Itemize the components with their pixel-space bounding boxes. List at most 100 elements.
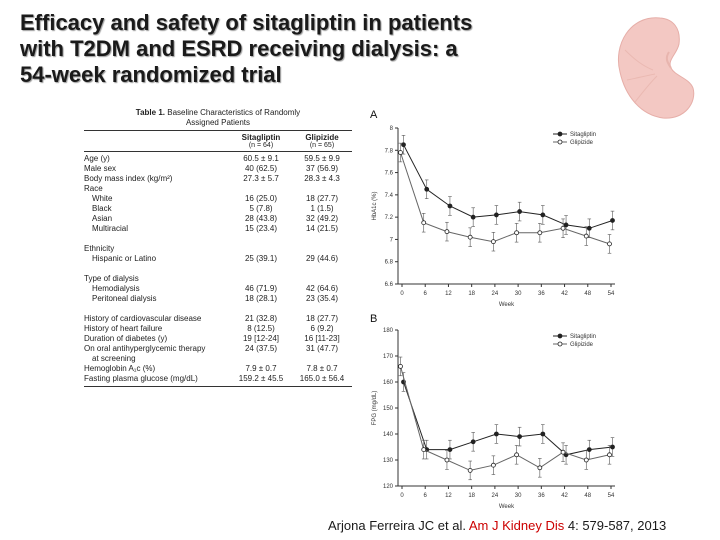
- y-axis-label: FPG (mg/dL): [372, 391, 378, 426]
- table-cell-sitagliptin: 24 (37.5): [244, 344, 278, 353]
- citation: Arjona Ferreira JC et al. Am J Kidney Di…: [328, 518, 666, 533]
- data-point-sitagliptin: [401, 142, 406, 148]
- table-row-label: [84, 264, 230, 274]
- title-line-1: Efficacy and safety of sitagliptin in pa…: [20, 10, 473, 35]
- table-row-label: Male sex: [84, 164, 117, 173]
- table-cell-sitagliptin: [230, 234, 292, 244]
- data-point-glipizide: [421, 220, 427, 226]
- legend-label: Sitagliptin: [570, 334, 596, 340]
- series-line-sitagliptin: [403, 144, 613, 229]
- table-row-label: Body mass index (kg/m²): [84, 174, 173, 183]
- table-cell-glipizide: [292, 354, 352, 364]
- table-cell-sitagliptin: 25 (39.1): [244, 254, 278, 263]
- table-row: Hemodialysis 46 (71.9) 42 (64.6): [84, 284, 352, 294]
- x-tick-label: 54: [608, 291, 615, 297]
- x-tick-label: 18: [468, 291, 475, 297]
- table-cell-glipizide: 42 (64.6): [305, 284, 339, 293]
- table-row: History of heart failure 8 (12.5) 6 (9.2): [84, 324, 352, 334]
- table-cell-sitagliptin: [230, 304, 292, 314]
- legend-marker: [557, 131, 563, 137]
- table-row-label: History of heart failure: [84, 324, 163, 333]
- data-point-glipizide: [490, 462, 496, 468]
- table-cell-sitagliptin: [230, 244, 292, 254]
- table-cell-sitagliptin: [230, 354, 292, 364]
- table-cell-sitagliptin: 7.9 ± 0.7: [245, 364, 277, 373]
- x-tick-label: 42: [561, 291, 568, 297]
- data-point-sitagliptin: [586, 225, 592, 231]
- table-cell-glipizide: 32 (49.2): [305, 214, 339, 223]
- table-cell-glipizide: 7.8 ± 0.7: [306, 364, 338, 373]
- table-row: Body mass index (kg/m²) 27.3 ± 5.7 28.3 ± …: [84, 174, 352, 184]
- table-row: Race: [84, 184, 352, 194]
- y-tick-label: 160: [383, 380, 394, 386]
- table-cell-sitagliptin: [230, 274, 292, 284]
- table-cell-glipizide: [292, 274, 352, 284]
- data-point-sitagliptin: [447, 203, 453, 209]
- data-point-glipizide: [467, 234, 473, 240]
- y-tick-label: 180: [383, 328, 394, 334]
- data-point-glipizide: [537, 465, 543, 471]
- table-caption-number: Table 1.: [135, 108, 165, 117]
- x-tick-label: 42: [561, 493, 568, 499]
- title-line-2: with T2DM and ESRD receiving dialysis: a: [20, 36, 458, 61]
- data-point-sitagliptin: [470, 214, 476, 220]
- table-col-glipizide: Glipizide: [305, 133, 339, 142]
- table-row: [84, 264, 352, 274]
- table-cell-sitagliptin: 159.2 ± 45.5: [238, 374, 284, 383]
- hba1c-fpg-charts: A 6.6 6.8 7 7.2 7.4 7.6 7.8 8 0 6 12 18 24 30 36 42 48 54 W…: [370, 109, 615, 510]
- table-cell-glipizide: [292, 264, 352, 274]
- data-point-glipizide: [607, 452, 612, 458]
- y-axis-label: HbA1c (%): [372, 191, 378, 220]
- table-cell-sitagliptin: 8 (12.5): [247, 324, 275, 333]
- x-tick-label: 6: [424, 493, 428, 499]
- table-row-label: at screening: [92, 354, 136, 363]
- table-row: Age (y) 60.5 ± 9.1 59.5 ± 9.9: [84, 154, 352, 164]
- panel-label: B: [370, 313, 377, 325]
- x-tick-label: 36: [538, 291, 545, 297]
- data-point-sitagliptin: [517, 434, 523, 440]
- table-cell-glipizide: 59.5 ± 9.9: [304, 154, 340, 163]
- series-line-sitagliptin: [403, 381, 613, 456]
- table-cell-sitagliptin: 40 (62.5): [244, 164, 278, 173]
- data-point-glipizide: [398, 363, 403, 369]
- y-tick-label: 8: [390, 126, 394, 132]
- table-row: Duration of diabetes (y) 19 [12-24] 16 [11…: [84, 334, 352, 344]
- table-row-label: Black: [92, 204, 112, 213]
- table-row-label: White: [92, 194, 113, 203]
- table-body: Age (y) 60.5 ± 9.1 59.5 ± 9.9 Male sex 40 (6…: [84, 154, 352, 384]
- x-tick-label: 36: [538, 493, 545, 499]
- table-row-label: Fasting plasma glucose (mg/dL): [84, 374, 198, 383]
- table-row: White 16 (25.0) 18 (27.7): [84, 194, 352, 204]
- table-row-label: Hemodialysis: [92, 284, 140, 293]
- data-point-sitagliptin: [540, 431, 546, 437]
- x-axis-label: Week: [499, 302, 515, 308]
- table-rule-mid: [84, 151, 352, 152]
- table-row: Asian 28 (43.8) 32 (49.2): [84, 214, 352, 224]
- table-rule-bottom: [84, 386, 352, 387]
- x-tick-label: 30: [515, 291, 522, 297]
- y-tick-label: 7.2: [385, 215, 394, 221]
- data-point-glipizide: [583, 457, 589, 463]
- data-point-glipizide: [607, 241, 612, 247]
- y-tick-label: 130: [383, 458, 394, 464]
- data-point-glipizide: [398, 150, 403, 155]
- table-row-label: Type of dialysis: [84, 274, 139, 283]
- title-line-3: 54-week randomized trial: [20, 62, 282, 87]
- table-cell-glipizide: [292, 244, 352, 254]
- y-tick-label: 7.8: [385, 148, 394, 154]
- table-caption-text2: Assigned Patients: [185, 118, 251, 127]
- table-row: Male sex 40 (62.5) 37 (56.9): [84, 164, 352, 174]
- table-cell-sitagliptin: [230, 184, 292, 194]
- x-tick-label: 18: [468, 493, 475, 499]
- table-subheader: (n = 64) (n = 65): [84, 142, 352, 149]
- data-point-sitagliptin: [517, 209, 523, 214]
- table-col-glipizide-n: (n = 65): [309, 142, 335, 149]
- table-row: Peritoneal dialysis 18 (28.1) 23 (35.4): [84, 294, 352, 304]
- baseline-table: Table 1. Baseline Characteristics of Ran…: [84, 108, 352, 389]
- data-point-glipizide: [467, 467, 473, 473]
- series-line-glipizide: [400, 366, 610, 471]
- table-row: On oral antihyperglycemic therapy 24 (37.…: [84, 344, 352, 354]
- y-tick-label: 140: [383, 432, 394, 438]
- y-tick-label: 6.8: [385, 260, 394, 266]
- data-point-sitagliptin: [586, 447, 592, 453]
